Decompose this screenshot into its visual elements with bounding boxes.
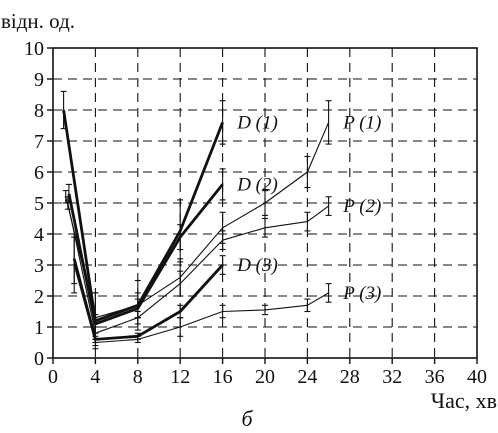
series-d-2: D (2)	[65, 168, 278, 334]
x-tick-label: 8	[133, 366, 143, 388]
y-tick-label: 3	[34, 255, 44, 277]
y-tick-label: 9	[34, 69, 44, 91]
y-axis-label: відн. од.	[1, 9, 75, 33]
x-tick-label: 12	[170, 366, 190, 388]
y-tick-label: 4	[34, 224, 44, 246]
series-label: D (3)	[236, 255, 278, 276]
x-tick-label: 4	[90, 366, 100, 388]
series-label: P (1)	[342, 112, 381, 133]
y-tick-label: 7	[34, 131, 44, 153]
series-line	[73, 264, 329, 344]
x-axis-label: Час, хв	[431, 388, 497, 413]
y-tick-label: 2	[34, 286, 44, 308]
series-p-3: P (3)	[71, 236, 381, 347]
series-label: P (2)	[342, 196, 381, 217]
series-line	[67, 202, 329, 334]
x-tick-label: 36	[425, 366, 445, 388]
x-tick-label: 40	[467, 366, 487, 388]
x-tick-label: 28	[340, 366, 360, 388]
x-tick-label: 0	[48, 366, 58, 388]
figure-caption: б	[241, 406, 253, 431]
y-tick-label: 6	[34, 162, 44, 184]
y-tick-label: 5	[34, 193, 44, 215]
series-label: P (3)	[342, 283, 381, 304]
series-p-1: P (1)	[62, 100, 381, 344]
x-tick-label: 16	[213, 366, 233, 388]
series-layer: D (1) D (2) D (3) P (1) P (2) P (3)	[60, 90, 381, 350]
series-line	[65, 122, 330, 319]
y-tick-label: 8	[34, 100, 44, 122]
x-tick-label: 20	[255, 366, 275, 388]
y-tick-label: 1	[34, 317, 44, 339]
series-label: D (1)	[236, 112, 278, 133]
series-p-2: P (2)	[64, 196, 381, 340]
x-tick-label: 32	[382, 366, 402, 388]
x-tick-label: 24	[297, 366, 317, 388]
y-tick-label: 10	[24, 38, 44, 60]
series-label: D (2)	[236, 174, 278, 195]
y-tick-label: 0	[34, 348, 44, 370]
